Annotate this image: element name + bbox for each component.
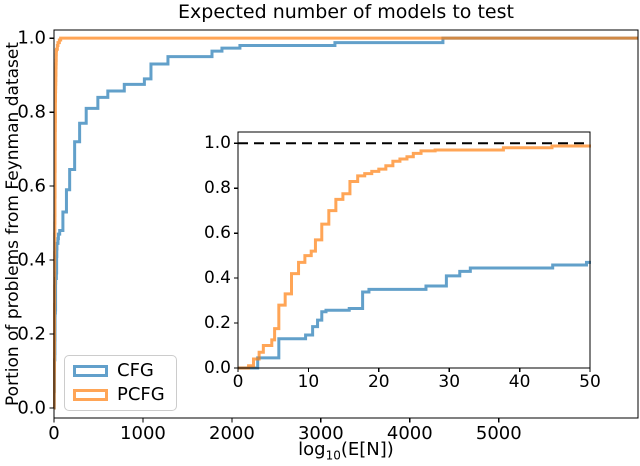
main-axes-y-tick-label: 0.8 [17,102,46,123]
legend-label-cfg: CFG [117,360,154,381]
main-axes-y-tick-label: 0.6 [17,176,46,197]
inset-axes-y-tick-label: 0.2 [204,313,231,333]
legend: CFG PCFG [64,355,177,411]
main-axes-x-tick-label: 3000 [298,423,344,444]
inset-axes-x-tick-label: 40 [509,372,531,392]
cfg-line-swatch [73,365,108,377]
inset-axes-x-tick-label: 0 [233,372,244,392]
main-axes-x-tick-label: 0 [48,423,59,444]
main-axes-y-tick-label: 0.4 [17,250,46,271]
main-axes-y-tick-label: 1.0 [17,28,46,49]
main-axes-x-tick-label: 4000 [387,423,433,444]
main-axes-x-tick-label: 5000 [476,423,522,444]
inset-axes-y-tick-label: 0.6 [204,223,231,243]
inset-axes-x-tick-label: 50 [579,372,601,392]
main-axes-y-tick-label: 0.0 [17,398,46,419]
pcfg-line-swatch [73,389,108,401]
inset-axes-series-pcfg-line [238,144,591,370]
inset-axes-y-tick-label: 0.4 [204,268,231,288]
main-axes-y-tick-label: 0.2 [17,324,46,345]
inset-axes-y-tick-label: 0.0 [204,358,231,378]
inset-axes-y-tick-label: 0.8 [204,178,231,198]
chart-title: Expected number of models to test [178,1,514,23]
main-axes-spines [53,29,639,419]
inset-axes-x-tick-label: 10 [298,372,320,392]
inset-axes-series-cfg-line [238,260,591,370]
main-axes-x-tick-label: 2000 [209,423,255,444]
inset-axes-x-tick-label: 20 [368,372,390,392]
inset-axes-x-tick-label: 30 [438,372,460,392]
x-axis-label-prefix: log [298,439,326,460]
x-axis-label: log10(E[N]) [54,439,638,463]
legend-item-cfg: CFG [73,362,165,380]
main-axes: 0 1000 2000 3000 4000 5000 0.0 0.2 0.4 0.6 0.8 1.0 [17,28,639,444]
inset-axes-y-tick-label: 1.0 [204,133,231,153]
main-axes-x-tick-label: 1000 [120,423,166,444]
legend-label-pcfg: PCFG [117,384,165,405]
x-axis-label-suffix: (E[N]) [340,439,394,460]
inset-axes: 0 10 20 30 40 50 0.0 0.2 0.4 0.6 0.8 1.0 [204,131,601,392]
y-axis-label: Portion of problems from Feynman dataset [3,42,23,406]
inset-axes-background [238,132,590,368]
legend-item-pcfg: PCFG [73,386,165,404]
x-axis-label-subscript: 10 [325,448,341,463]
inset-axes-spines [237,131,591,369]
